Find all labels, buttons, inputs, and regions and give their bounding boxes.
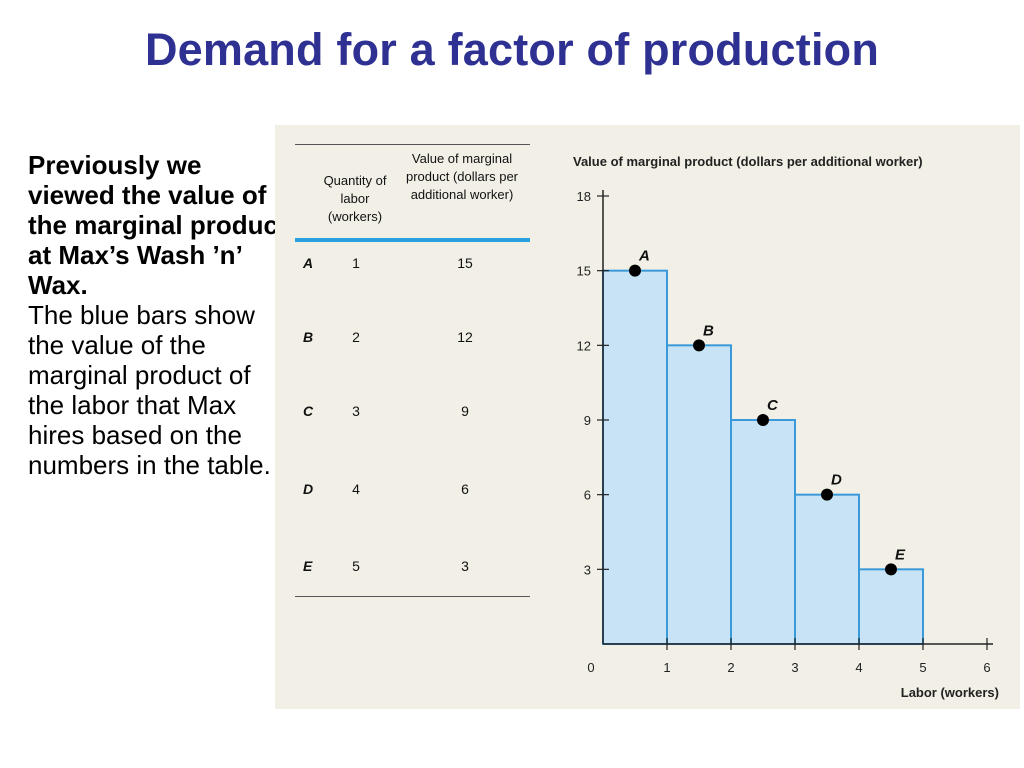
point-label: C: [767, 397, 779, 414]
point-label: A: [638, 248, 650, 265]
row-value: 12: [457, 329, 473, 345]
bars-layer: [602, 269, 924, 646]
row-label: D: [303, 481, 314, 497]
bar-e: [858, 568, 924, 646]
table-header-value: Value of marginal product (dollars per a…: [406, 151, 518, 202]
table-top-rule: [295, 144, 530, 145]
figure-panel: Quantity of labor (workers) Value of mar…: [275, 125, 1020, 709]
y-tick-label: 18: [577, 189, 591, 204]
point-label: E: [895, 546, 906, 563]
point-d: [821, 488, 833, 501]
points-layer: A B C D E: [629, 248, 906, 576]
bar-a: [602, 269, 668, 646]
row-quantity: 2: [352, 329, 360, 345]
point-a: [629, 264, 641, 277]
row-quantity: 4: [352, 481, 360, 497]
row-value: 6: [461, 481, 469, 497]
row-quantity: 1: [352, 255, 360, 271]
point-e: [885, 563, 897, 576]
row-quantity: 3: [352, 403, 360, 419]
row-value: 9: [461, 403, 469, 419]
x-tick-label: 6: [983, 660, 990, 675]
row-label: B: [303, 329, 314, 345]
bar-c: [730, 419, 796, 645]
row-label: E: [303, 558, 313, 574]
y-tick-label: 3: [584, 562, 591, 577]
x-tick-label: 1: [663, 660, 670, 675]
slide-title: Demand for a factor of production: [144, 24, 880, 75]
point-b: [693, 339, 705, 352]
description-text: Previously we viewed the value of the ma…: [28, 150, 290, 480]
y-tick-label: 12: [577, 338, 591, 353]
x-tick-label: 3: [791, 660, 798, 675]
table-header-quantity: Quantity of labor (workers): [323, 173, 387, 224]
chart-title: Value of marginal product (dollars per a…: [573, 154, 923, 169]
point-label: B: [703, 322, 714, 339]
x-tick-label: 4: [855, 660, 862, 675]
x-axis-label: Labor (workers): [901, 685, 999, 700]
y-tick-label: 6: [584, 488, 591, 503]
intro-plain-text: The blue bars show the value of the marg…: [28, 300, 271, 480]
bar-d: [794, 493, 860, 645]
x-tick-label: 5: [919, 660, 926, 675]
table-header-rule: [295, 238, 530, 242]
table-bottom-rule: [295, 596, 530, 597]
row-quantity: 5: [352, 558, 360, 574]
y-tick-label: 15: [577, 264, 591, 279]
row-label: C: [303, 403, 314, 419]
y-tick-label: 9: [584, 413, 591, 428]
point-label: D: [831, 472, 842, 489]
row-value: 3: [461, 558, 469, 574]
x-tick-label: 0: [587, 660, 594, 675]
row-label: A: [303, 255, 314, 271]
bar-b: [666, 344, 732, 645]
intro-bold-text: Previously we viewed the value of the ma…: [28, 150, 287, 300]
point-c: [757, 414, 769, 426]
x-tick-label: 2: [727, 660, 734, 675]
row-value: 15: [457, 255, 473, 271]
